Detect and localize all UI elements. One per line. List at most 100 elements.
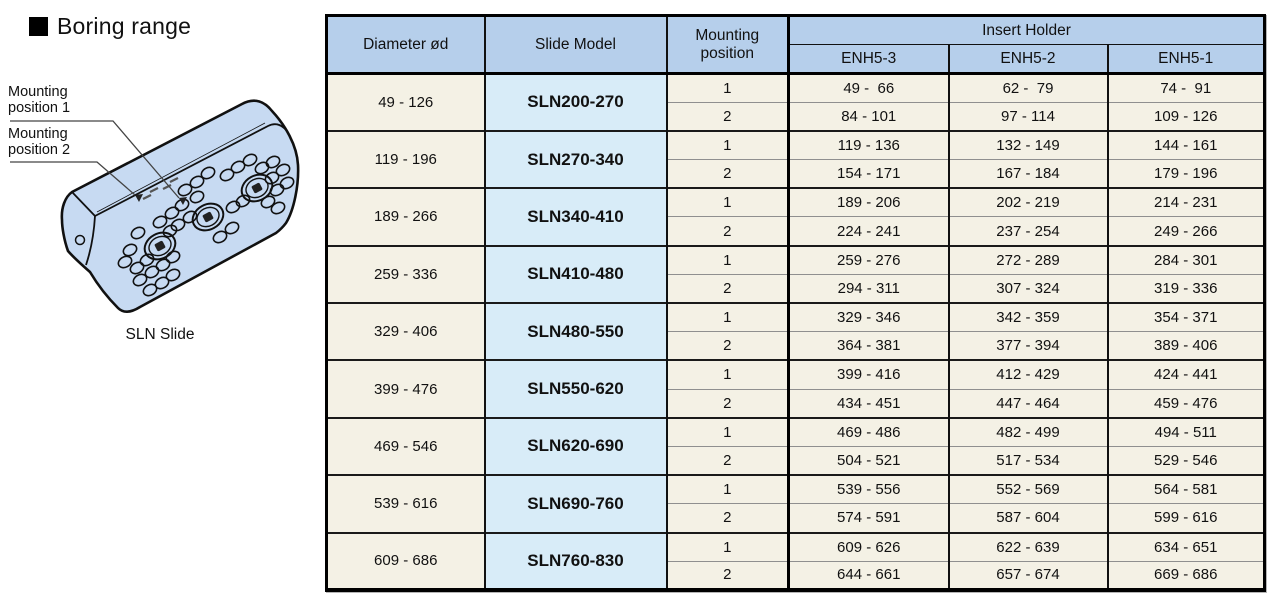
position-2-marker-icon (135, 194, 143, 202)
end-cap-hole (74, 234, 86, 246)
holder-range-cell: 552 - 569 (947, 474, 1108, 504)
holder-range-cell: 459 - 476 (1106, 388, 1265, 418)
holder-range-cell: 494 - 511 (1106, 416, 1265, 447)
slide-model-cell: SLN410-480 (483, 244, 667, 303)
boring-range-table: Diameter ød Slide Model Mounting positio… (325, 14, 1266, 592)
slide-model-cell: SLN550-620 (483, 359, 667, 418)
holder-range-cell: 49 - 66 (787, 72, 949, 103)
table-row: 2 364 - 381 377 - 394 389 - 406 (327, 331, 1265, 361)
holder-range-cell: 364 - 381 (787, 331, 949, 361)
mounting-position-cell: 1 (665, 187, 789, 217)
mounting-position-cell: 1 (665, 416, 789, 447)
diameter-cell: 189 - 266 (326, 187, 485, 246)
slide-model-cell: SLN480-550 (483, 301, 667, 361)
mounting-position-cell: 1 (665, 244, 789, 275)
holder-range-cell: 319 - 336 (1106, 273, 1265, 303)
mounting-position-cell: 2 (665, 101, 789, 131)
table-row: 2 154 - 171 167 - 184 179 - 196 (327, 159, 1265, 189)
holder-range-cell: 307 - 324 (947, 273, 1108, 303)
holder-range-cell: 214 - 231 (1106, 187, 1265, 217)
diameter-cell: 329 - 406 (326, 301, 485, 361)
holder-range-cell: 74 - 91 (1106, 72, 1265, 103)
holder-range-cell: 189 - 206 (787, 187, 949, 217)
slide-model-cell: SLN270-340 (483, 129, 667, 189)
mounting-position-cell: 2 (665, 560, 789, 590)
table-row: 2 504 - 521 517 - 534 529 - 546 (327, 445, 1265, 476)
table-row: 539 - 616 SLN690-760 1 539 - 556 552 - 569 56… (326, 474, 1265, 533)
slide-model-cell: SLN620-690 (483, 416, 667, 476)
holder-range-cell: 202 - 219 (947, 187, 1108, 217)
mounting-position-cell: 2 (665, 331, 789, 361)
holder-range-cell: 587 - 604 (947, 503, 1108, 533)
diameter-cell: 609 - 686 (326, 531, 485, 590)
holder-range-cell: 399 - 416 (787, 359, 949, 390)
boring-range-table-wrap: Diameter ød Slide Model Mounting positio… (325, 14, 1266, 592)
holder-range-cell: 377 - 394 (947, 331, 1108, 361)
header-diameter: Diameter ød (326, 15, 485, 75)
holder-range-cell: 179 - 196 (1106, 159, 1265, 189)
leader-lines (10, 120, 187, 205)
holder-range-cell: 259 - 276 (787, 244, 949, 275)
table-row: 2 84 - 101 97 - 114 109 - 126 (327, 101, 1265, 131)
sln-slide-illustration (10, 99, 300, 313)
diameter-cell: 539 - 616 (326, 474, 485, 533)
table-row: 119 - 196 SLN270-340 1 119 - 136 132 - 149 14… (326, 129, 1265, 189)
mounting-position-cell: 2 (665, 273, 789, 303)
holder-range-cell: 224 - 241 (787, 216, 949, 246)
mounting-position-cell: 1 (665, 72, 789, 103)
slide-model-cell: SLN200-270 (483, 72, 667, 131)
holder-range-cell: 447 - 464 (947, 388, 1108, 418)
holder-range-cell: 622 - 639 (947, 531, 1108, 562)
insert-stations (143, 173, 274, 261)
holder-range-cell: 389 - 406 (1106, 331, 1265, 361)
table-body: 49 - 126 SLN200-270 1 49 - 66 62 - 79 74 - 91… (326, 72, 1265, 590)
slide-model-cell: SLN340-410 (483, 187, 667, 246)
diameter-cell: 469 - 546 (326, 416, 485, 476)
table-row: 49 - 126 SLN200-270 1 49 - 66 62 - 79 74 - 91 (326, 72, 1265, 131)
holder-range-cell: 167 - 184 (947, 159, 1108, 189)
holder-range-cell: 249 - 266 (1106, 216, 1265, 246)
header-enh5-1: ENH5-1 (1106, 44, 1265, 75)
mounting-position-cell: 1 (665, 359, 789, 390)
holder-range-cell: 97 - 114 (947, 101, 1108, 131)
holder-range-cell: 144 - 161 (1106, 129, 1265, 160)
header-slide-model: Slide Model (483, 15, 667, 75)
holder-range-cell: 609 - 626 (787, 531, 949, 562)
mounting-position-cell: 2 (665, 159, 789, 189)
table-row: 259 - 336 SLN410-480 1 259 - 276 272 - 289 28… (326, 244, 1265, 303)
holder-range-cell: 669 - 686 (1106, 560, 1265, 590)
section-heading: Boring range (29, 13, 191, 40)
table-row: 2 574 - 591 587 - 604 599 - 616 (327, 503, 1265, 533)
mounting-position-cell: 2 (665, 503, 789, 533)
table-row: 2 294 - 311 307 - 324 319 - 336 (327, 273, 1265, 303)
holder-range-cell: 644 - 661 (787, 560, 949, 590)
engraving-marks (142, 177, 179, 200)
holder-range-cell: 272 - 289 (947, 244, 1108, 275)
holder-range-cell: 294 - 311 (787, 273, 949, 303)
table-row: 189 - 266 SLN340-410 1 189 - 206 202 - 219 21… (326, 187, 1265, 246)
holder-range-cell: 517 - 534 (947, 445, 1108, 476)
mounting-position-cell: 1 (665, 302, 789, 332)
table-row: 2 434 - 451 447 - 464 459 - 476 (327, 388, 1265, 418)
holder-range-cell: 329 - 346 (787, 302, 949, 332)
illustration-caption: SLN Slide (125, 326, 195, 343)
table-row: 609 - 686 SLN760-830 1 609 - 626 622 - 639 63… (326, 531, 1265, 590)
header-mounting-position: Mounting position (665, 15, 789, 75)
mounting-position-2-label: Mounting position 2 (8, 126, 71, 159)
holder-range-cell: 504 - 521 (787, 445, 949, 476)
black-square-bullet-icon (29, 17, 48, 36)
diameter-cell: 119 - 196 (326, 129, 485, 189)
mounting-position-cell: 1 (665, 129, 789, 160)
mounting-position-cell: 2 (665, 216, 789, 246)
mounting-position-cell: 2 (665, 388, 789, 418)
page-title: Boring range (57, 13, 192, 39)
mounting-position-1-label: Mounting position 1 (8, 84, 71, 117)
holder-range-cell: 119 - 136 (787, 129, 949, 160)
holder-range-cell: 482 - 499 (947, 416, 1108, 447)
holder-range-cell: 284 - 301 (1106, 244, 1265, 275)
holder-range-cell: 529 - 546 (1106, 445, 1265, 476)
diameter-cell: 399 - 476 (326, 359, 485, 418)
holder-range-cell: 412 - 429 (947, 359, 1108, 390)
holder-range-cell: 564 - 581 (1106, 474, 1265, 504)
